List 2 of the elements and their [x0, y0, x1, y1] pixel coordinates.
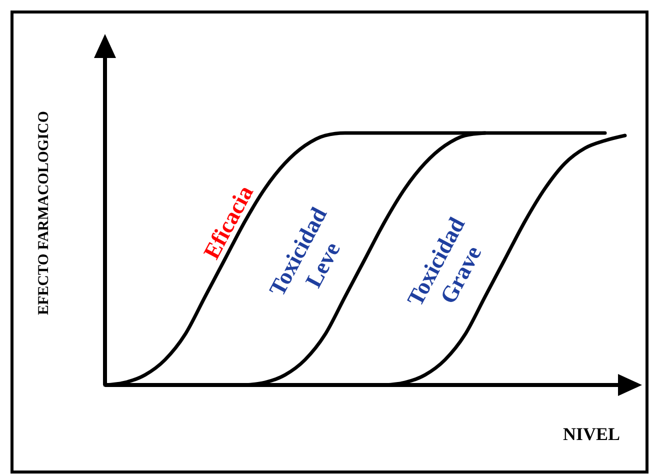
y-axis-title: EFECTO FARMACOLOGICO — [36, 110, 52, 316]
x-axis-title: NIVEL — [562, 424, 620, 444]
